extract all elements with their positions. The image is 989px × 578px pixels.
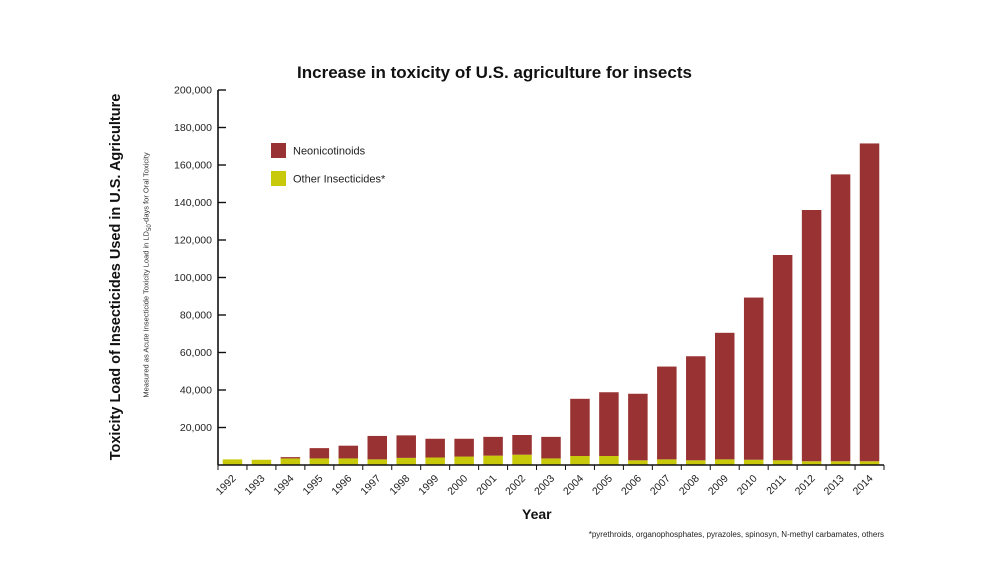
bar-neonic-1995 — [309, 448, 330, 459]
bar-neonic-2008 — [686, 356, 706, 461]
bar-other-2013 — [830, 461, 851, 465]
x-tick-label-2000: 2000 — [445, 473, 470, 498]
y-tick-label-200000: 200,000 — [174, 85, 212, 97]
bar-other-2014 — [859, 461, 880, 465]
bar-other-1998 — [396, 457, 416, 465]
bar-neonic-2001 — [483, 436, 503, 456]
x-tick-label-1994: 1994 — [272, 473, 297, 498]
y-tick-label-40000: 40,000 — [180, 385, 212, 397]
bar-other-1993 — [251, 459, 272, 465]
bar-other-2012 — [801, 461, 822, 465]
y-tick-label-140000: 140,000 — [174, 197, 212, 209]
x-tick-label-2010: 2010 — [735, 473, 760, 498]
x-axis-title: Year — [522, 506, 552, 522]
bar-neonic-2004 — [570, 398, 590, 456]
x-tick-label-2006: 2006 — [619, 473, 644, 498]
x-tick-label-2008: 2008 — [677, 473, 702, 498]
bar-neonic-2009 — [714, 332, 735, 460]
x-tick-label-2004: 2004 — [561, 473, 586, 498]
x-tick-label-1996: 1996 — [329, 473, 354, 498]
x-tick-label-1992: 1992 — [214, 473, 239, 498]
bar-neonic-2010 — [743, 297, 764, 460]
x-tick-label-2002: 2002 — [503, 473, 528, 498]
bar-neonic-2007 — [657, 366, 677, 460]
bar-other-2006 — [628, 460, 648, 465]
x-tick-label-1999: 1999 — [416, 473, 441, 498]
bar-other-2001 — [483, 455, 503, 465]
bar-other-2009 — [714, 459, 735, 465]
chart-title: Increase in toxicity of U.S. agriculture… — [297, 63, 692, 82]
bar-neonic-2012 — [801, 210, 822, 462]
x-tick-label-2007: 2007 — [648, 473, 673, 498]
x-tick-label-1995: 1995 — [300, 473, 325, 498]
bar-neonic-1998 — [396, 435, 416, 458]
bar-other-2000 — [454, 456, 474, 465]
y-tick-label-120000: 120,000 — [174, 235, 212, 247]
bar-other-1999 — [425, 457, 445, 465]
bar-neonic-1997 — [367, 435, 388, 460]
bar-other-2008 — [686, 460, 706, 465]
bar-other-2003 — [541, 458, 561, 465]
bar-other-2010 — [743, 459, 764, 465]
x-tick-label-2005: 2005 — [590, 473, 615, 498]
bar-neonic-2014 — [859, 143, 880, 462]
bar-other-2007 — [657, 459, 677, 465]
bar-neonic-1994 — [280, 457, 301, 459]
footnote: *pyrethroids, organophosphates, pyrazole… — [588, 530, 884, 539]
y-tick-label-100000: 100,000 — [174, 272, 212, 284]
bar-neonic-2003 — [541, 436, 561, 459]
bar-other-1994 — [280, 458, 301, 465]
legend-swatch-other — [271, 171, 286, 186]
x-tick-label-1993: 1993 — [243, 473, 268, 498]
x-tick-label-2014: 2014 — [851, 473, 876, 498]
bar-neonic-1996 — [338, 445, 359, 459]
x-tick-label-1998: 1998 — [387, 473, 412, 498]
x-tick-label-2009: 2009 — [706, 473, 731, 498]
x-tick-label-2003: 2003 — [532, 473, 557, 498]
bar-neonic-2011 — [772, 255, 793, 461]
bar-other-1995 — [309, 458, 330, 465]
legend-label-neonic: Neonicotinoids — [293, 146, 366, 158]
x-tick-label-2012: 2012 — [793, 473, 818, 498]
bar-other-1997 — [367, 459, 388, 465]
bar-other-2011 — [772, 460, 793, 465]
y-tick-label-80000: 80,000 — [180, 310, 212, 322]
x-tick-label-2011: 2011 — [764, 473, 789, 498]
bar-other-1992 — [222, 459, 243, 465]
bar-neonic-2002 — [512, 435, 532, 455]
legend-swatch-neonic — [271, 143, 286, 158]
bar-other-2005 — [599, 456, 619, 465]
y-tick-label-20000: 20,000 — [180, 422, 212, 434]
bar-other-1996 — [338, 458, 359, 465]
y-tick-label-60000: 60,000 — [180, 347, 212, 359]
bar-neonic-2013 — [830, 174, 851, 462]
x-tick-label-1997: 1997 — [358, 473, 383, 498]
x-tick-label-2001: 2001 — [474, 473, 499, 498]
bar-neonic-2000 — [454, 438, 474, 457]
bar-neonic-2006 — [628, 393, 648, 461]
bar-neonic-2005 — [599, 392, 619, 456]
bar-other-2004 — [570, 456, 590, 465]
bar-other-2002 — [512, 454, 532, 465]
bar-neonic-1999 — [425, 438, 445, 458]
legend-label-other: Other Insecticides* — [293, 174, 386, 186]
y-tick-label-160000: 160,000 — [174, 160, 212, 172]
x-tick-label-2013: 2013 — [822, 473, 847, 498]
y-tick-label-180000: 180,000 — [174, 122, 212, 134]
